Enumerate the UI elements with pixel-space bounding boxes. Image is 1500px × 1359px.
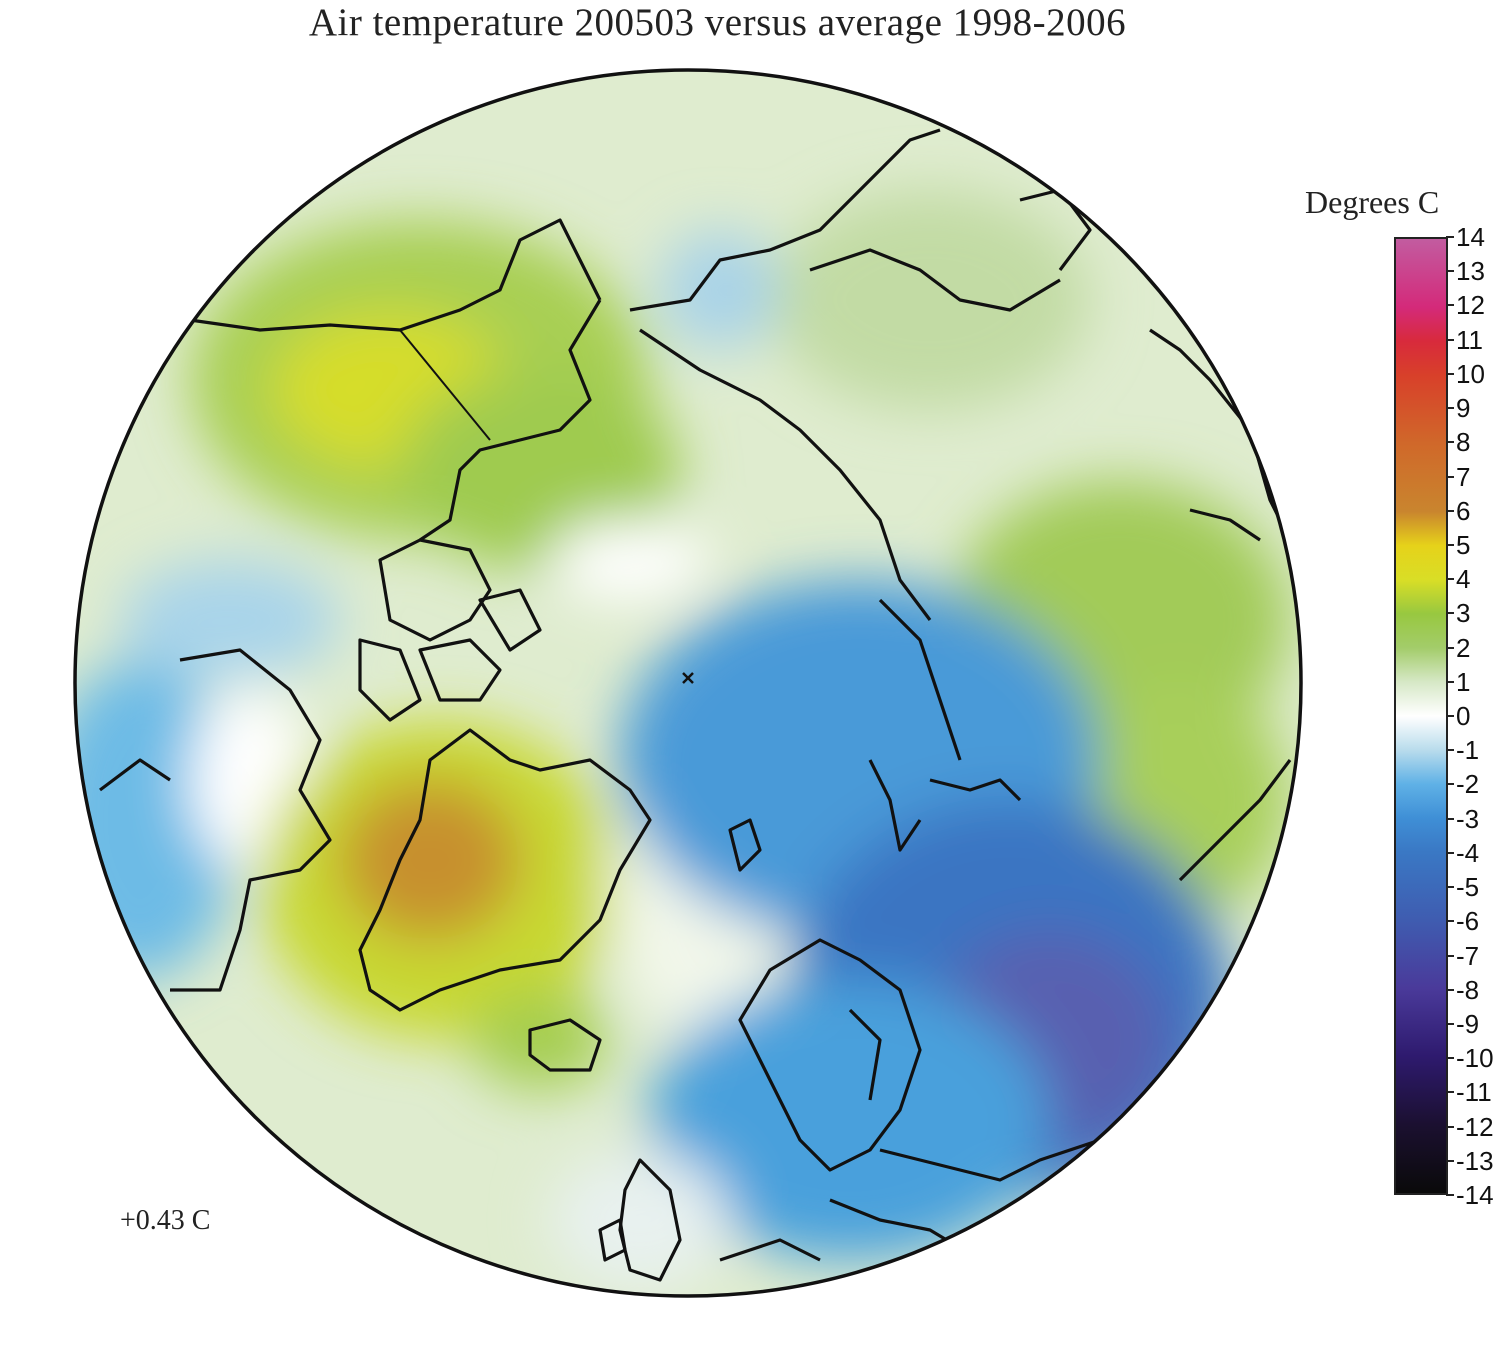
colorbar-tick-mark: [1446, 372, 1454, 375]
colorbar-tick-mark: [1446, 954, 1454, 957]
colorbar-tick-label: -3: [1456, 803, 1480, 834]
colorbar-tick-label: 3: [1456, 598, 1471, 629]
colorbar-tick-label: -6: [1456, 906, 1480, 937]
colorbar-tick-label: 10: [1456, 358, 1485, 389]
colorbar-tick-label: 11: [1456, 324, 1483, 355]
colorbar-tick-label: 7: [1456, 461, 1471, 492]
anomaly-field: [75, 70, 1301, 1296]
colorbar-tick-mark: [1446, 612, 1454, 615]
colorbar-tick-label: 14: [1456, 222, 1485, 252]
colorbar-tick-label: -5: [1456, 872, 1480, 903]
colorbar-tick-label: 4: [1456, 564, 1471, 595]
colorbar-tick-label: 12: [1456, 290, 1485, 321]
colorbar-tick-label: -2: [1456, 769, 1480, 800]
colorbar-tick-mark: [1446, 578, 1454, 581]
colorbar-tick-label: -12: [1456, 1111, 1494, 1142]
colorbar-tick-mark: [1446, 646, 1454, 649]
colorbar-tick-mark: [1446, 851, 1454, 854]
colorbar-tick-mark: [1446, 304, 1454, 307]
colorbar-tick-label: -14: [1456, 1180, 1494, 1210]
colorbar-tick-label: 6: [1456, 495, 1471, 526]
colorbar-tick-label: 5: [1456, 529, 1471, 560]
colorbar-tick-mark: [1446, 338, 1454, 341]
colorbar-tick-mark: [1446, 680, 1454, 683]
colorbar-tick-mark: [1446, 988, 1454, 991]
colorbar-tick-label: -11: [1456, 1077, 1492, 1108]
colorbar-ticks: 14 13 12 11 10 9 8 7 6 5 4 3 2 1 0 -1 -2 -3 -4 -5 -6 -7 -8 -9 -1…: [1446, 224, 1500, 1208]
colorbar-tick-label: -9: [1456, 1008, 1480, 1039]
colorbar-tick-mark: [1446, 441, 1454, 444]
colorbar-tick-label: 1: [1456, 666, 1471, 697]
colorbar-tick-label: 8: [1456, 427, 1471, 458]
colorbar-tick-mark: [1446, 920, 1454, 923]
colorbar-tick-mark: [1446, 236, 1454, 238]
mean-anomaly-label: +0.43 C: [120, 1205, 211, 1236]
colorbar-tick-mark: [1446, 1194, 1454, 1196]
colorbar: [1394, 237, 1448, 1195]
colorbar-tick-mark: [1446, 749, 1454, 752]
colorbar-tick-mark: [1446, 1159, 1454, 1162]
colorbar-tick-mark: [1446, 1022, 1454, 1025]
colorbar-tick-label: -4: [1456, 837, 1480, 868]
colorbar-tick-mark: [1446, 1057, 1454, 1060]
colorbar-tick-label: -1: [1456, 735, 1480, 766]
colorbar-tick-label: -13: [1456, 1145, 1494, 1176]
map-title: Air temperature 200503 versus average 19…: [308, 1, 1127, 44]
colorbar-tick-mark: [1446, 1091, 1454, 1094]
colorbar-tick-label: 0: [1456, 701, 1471, 731]
colorbar-tick-label: 2: [1456, 632, 1471, 663]
coastlines: [99, 128, 1301, 1282]
colorbar-title: Degrees C: [1305, 184, 1440, 220]
colorbar-tick-mark: [1446, 817, 1454, 820]
colorbar-tick-mark: [1446, 407, 1454, 410]
colorbar-tick-label: 9: [1456, 393, 1471, 424]
colorbar-tick-mark: [1446, 475, 1454, 478]
colorbar-tick-label: 13: [1456, 256, 1485, 287]
colorbar-tick-mark: [1446, 509, 1454, 512]
colorbar-tick-label: -10: [1456, 1043, 1494, 1074]
polar-temperature-anomaly-map: [73, 68, 1303, 1298]
north-pole-marker: [682, 672, 694, 684]
colorbar-tick-mark: [1446, 886, 1454, 889]
colorbar-tick-label: -7: [1456, 940, 1480, 971]
colorbar-tick-mark: [1446, 543, 1454, 546]
map-boundary: [73, 68, 1303, 1298]
colorbar-tick-mark: [1446, 270, 1454, 273]
colorbar-tick-mark: [1446, 715, 1454, 717]
colorbar-tick-label: -8: [1456, 974, 1480, 1005]
colorbar-tick-mark: [1446, 1125, 1454, 1128]
colorbar-tick-mark: [1446, 783, 1454, 786]
